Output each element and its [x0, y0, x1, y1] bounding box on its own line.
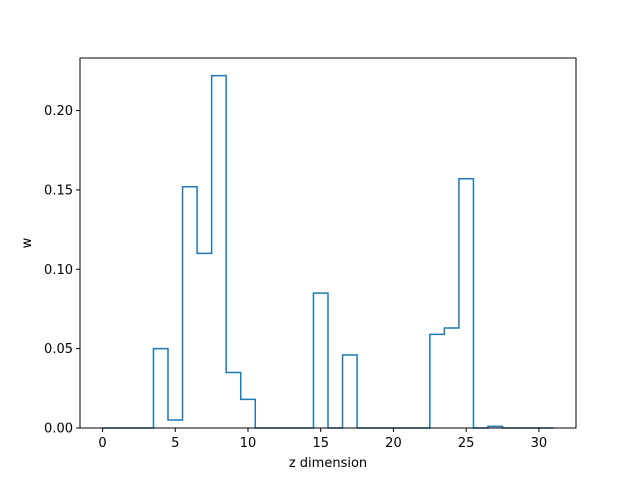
y-tick-label: 0.00 — [44, 422, 73, 437]
x-tick-label: 0 — [98, 436, 106, 451]
y-tick-label: 0.10 — [44, 263, 73, 278]
y-tick-label: 0.15 — [44, 183, 73, 198]
y-axis-ticks: 0.00 0.05 0.10 0.15 0.20 — [44, 104, 80, 437]
x-axis-ticks: 0 5 10 15 20 25 30 — [98, 428, 547, 451]
x-tick-label: 15 — [312, 436, 329, 451]
x-tick-label: 30 — [531, 436, 548, 451]
y-axis-label: w — [20, 237, 35, 248]
x-tick-label: 20 — [385, 436, 402, 451]
x-tick-label: 25 — [458, 436, 475, 451]
y-tick-label: 0.05 — [44, 342, 73, 357]
y-tick-label: 0.20 — [44, 104, 73, 119]
x-tick-label: 10 — [240, 436, 257, 451]
series-line-0 — [102, 74, 554, 429]
series-layer — [102, 74, 554, 429]
axes-frame — [79, 57, 577, 429]
x-axis-label: z dimension — [289, 456, 367, 471]
x-tick-label: 5 — [171, 436, 179, 451]
